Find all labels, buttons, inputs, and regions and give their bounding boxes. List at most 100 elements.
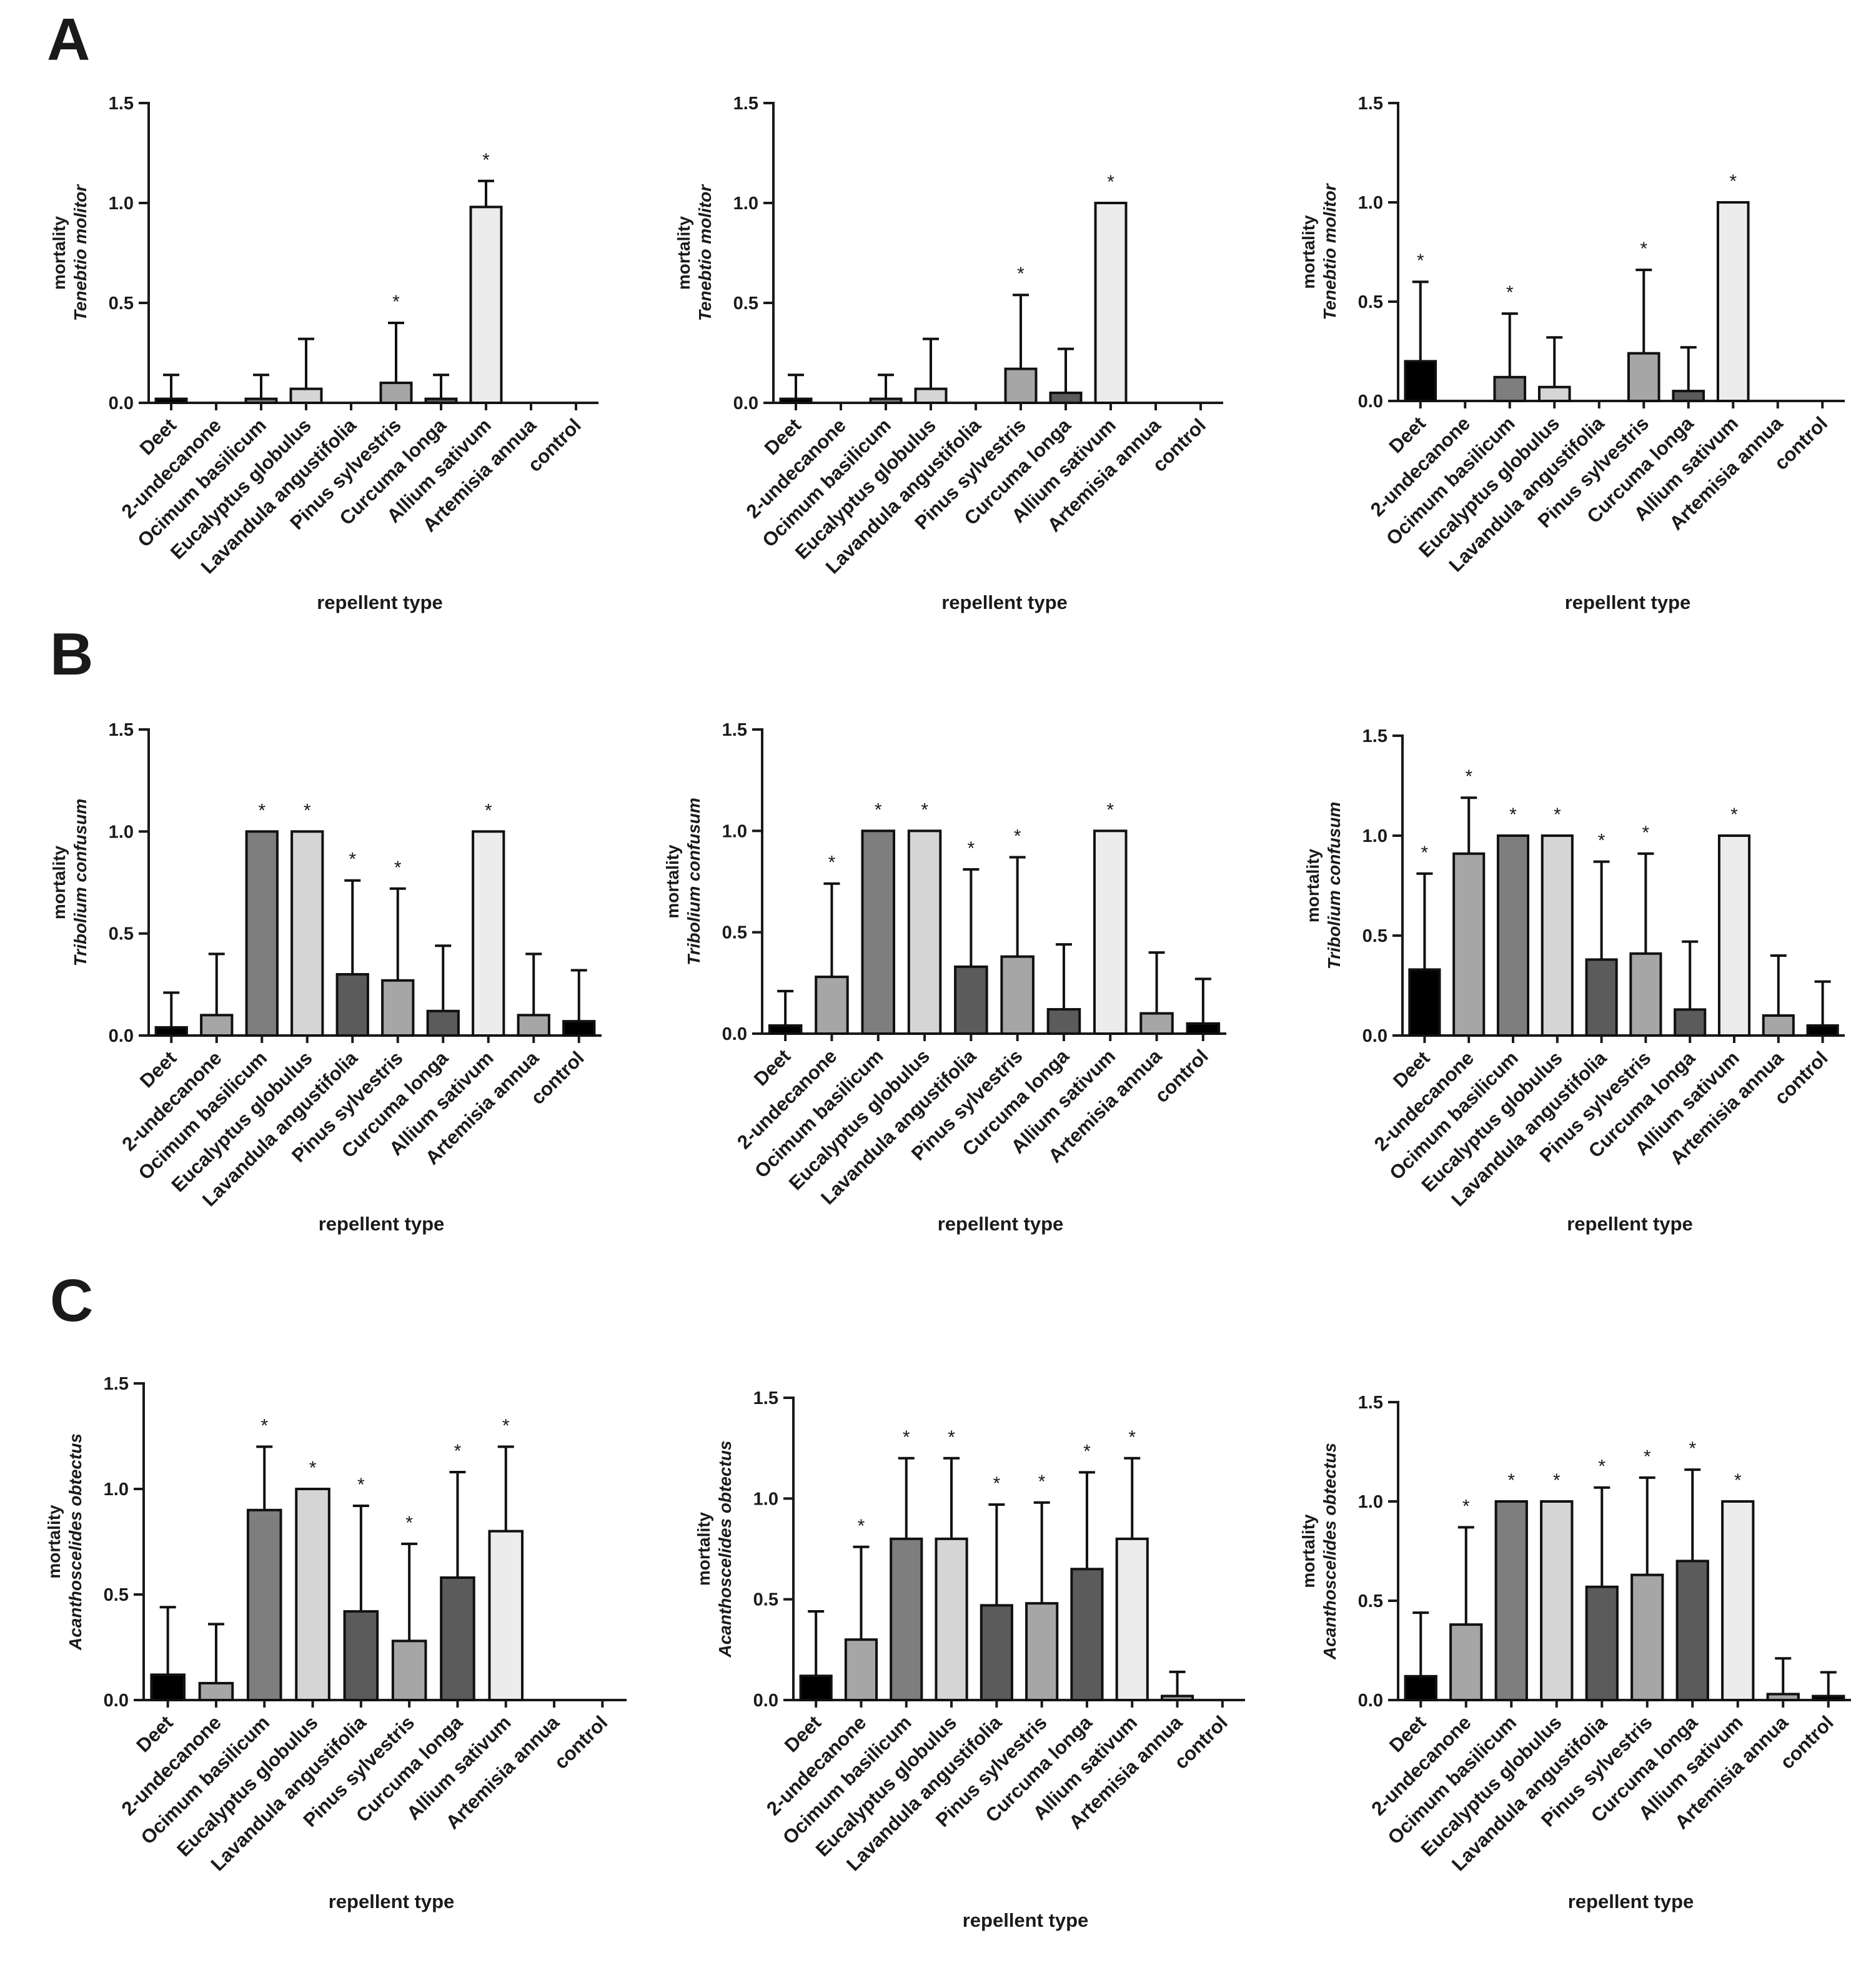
bar-3 (861, 829, 896, 1036)
y-tick-label: 0.0 (109, 1026, 134, 1046)
significance-star: * (1507, 1470, 1515, 1491)
bar-1 (779, 397, 813, 404)
significance-star: * (968, 838, 975, 859)
bar-3 (869, 397, 903, 404)
bar-1 (154, 1026, 188, 1037)
y-axis-label: mortality Tribolium confusum (663, 798, 703, 966)
y-tick-label: 1.0 (104, 1480, 129, 1500)
bar-2 (198, 1681, 234, 1701)
y-axis-label-species: Tribolium confusum (1324, 802, 1344, 970)
bar-4 (907, 829, 942, 1036)
bar-6 (1000, 955, 1035, 1036)
bar-4 (1537, 385, 1571, 402)
panel-label-b: B (50, 621, 93, 688)
bar-1 (1404, 1674, 1437, 1702)
y-tick-label: 0.0 (1358, 1691, 1383, 1711)
bar-10 (1812, 1694, 1845, 1701)
bar-3 (246, 1508, 282, 1702)
significance-star: * (1107, 172, 1114, 192)
bar-7 (426, 1009, 460, 1037)
y-axis-label-line1: mortality (1303, 848, 1323, 922)
x-axis-label: repellent type (1567, 1213, 1693, 1235)
bar-9 (1139, 1012, 1174, 1035)
y-axis-label: mortality Acanthoscelides obtectus (44, 1433, 85, 1651)
significance-star: * (1106, 799, 1114, 820)
bar-7 (440, 1576, 475, 1701)
x-axis-label: repellent type (317, 591, 443, 613)
y-tick-label: 1.5 (1358, 94, 1383, 114)
panel-label-c: C (50, 1267, 93, 1334)
category-label: Deet (132, 1711, 177, 1756)
bar-2 (1452, 852, 1486, 1037)
bar-8 (469, 205, 503, 404)
bar-1 (1408, 968, 1441, 1037)
bar-9 (1766, 1693, 1800, 1701)
y-tick-label: 1.0 (109, 822, 134, 842)
y-tick-label: 1.5 (1362, 726, 1387, 746)
y-tick-label: 0.5 (1358, 292, 1383, 312)
y-axis-label: mortality Acanthoscelides obtectus (1299, 1443, 1339, 1660)
significance-star: * (1421, 843, 1429, 863)
y-tick-label: 1.5 (109, 720, 134, 740)
bar-7 (1674, 1008, 1707, 1037)
significance-star: * (304, 800, 311, 821)
y-axis-label-line1: mortality (674, 215, 693, 290)
bar-1 (150, 1673, 186, 1701)
significance-star: * (1038, 1471, 1046, 1492)
bar-5 (954, 965, 988, 1035)
x-axis-label: repellent type (1568, 1891, 1694, 1912)
bar-1 (799, 1674, 833, 1702)
y-axis-label: mortality Tribolium confusum (49, 799, 90, 967)
y-tick-label: 1.0 (753, 1489, 778, 1509)
bar-8 (1094, 202, 1128, 404)
y-tick-label: 0.0 (1358, 392, 1383, 412)
y-tick-label: 0.5 (104, 1585, 129, 1605)
bar-3 (244, 397, 278, 404)
bar-10 (1806, 1024, 1839, 1037)
bar-3 (1494, 1500, 1528, 1701)
category-label: control (550, 1711, 612, 1773)
y-axis-label-species: Tenebtio molitor (71, 184, 90, 321)
y-tick-label: 1.5 (722, 720, 747, 740)
significance-star: * (482, 150, 490, 171)
y-axis-label-species: Tenebtio molitor (1320, 182, 1339, 320)
bar-8 (1093, 829, 1128, 1036)
bar-1 (154, 397, 188, 404)
bar-4 (289, 387, 323, 404)
y-tick-label: 0.5 (733, 294, 758, 314)
bar-6 (379, 382, 413, 404)
bar-7 (1070, 1568, 1104, 1701)
bar-7 (1672, 390, 1705, 402)
bar-9 (1160, 1694, 1194, 1701)
bar-7 (1046, 1008, 1081, 1036)
significance-star: * (903, 1427, 910, 1448)
significance-star: * (1462, 1496, 1470, 1516)
bar-3 (245, 830, 279, 1037)
bar-5 (343, 1610, 379, 1702)
bar-8 (1115, 1537, 1149, 1702)
bar-7 (1049, 392, 1083, 404)
significance-star: * (485, 800, 492, 821)
y-axis-label-line1: mortality (44, 1505, 64, 1579)
y-axis-label-line1: mortality (694, 1511, 713, 1586)
bar-8 (1717, 834, 1751, 1037)
bar-5 (980, 1604, 1013, 1702)
y-tick-label: 0.0 (753, 1691, 778, 1711)
significance-star: * (1644, 1446, 1651, 1467)
y-axis-label-line1: mortality (1299, 1514, 1318, 1588)
bar-4 (1540, 1500, 1574, 1701)
y-tick-label: 1.5 (753, 1388, 778, 1408)
significance-star: * (261, 1415, 268, 1436)
significance-star: * (1128, 1427, 1136, 1448)
y-tick-label: 1.0 (1358, 193, 1383, 213)
y-tick-label: 1.5 (733, 94, 758, 114)
significance-star: * (405, 1513, 413, 1533)
y-axis-label: mortality Tenebtio molitor (1299, 182, 1339, 320)
x-axis-label: repellent type (319, 1213, 445, 1235)
bar-5 (1585, 1585, 1619, 1701)
